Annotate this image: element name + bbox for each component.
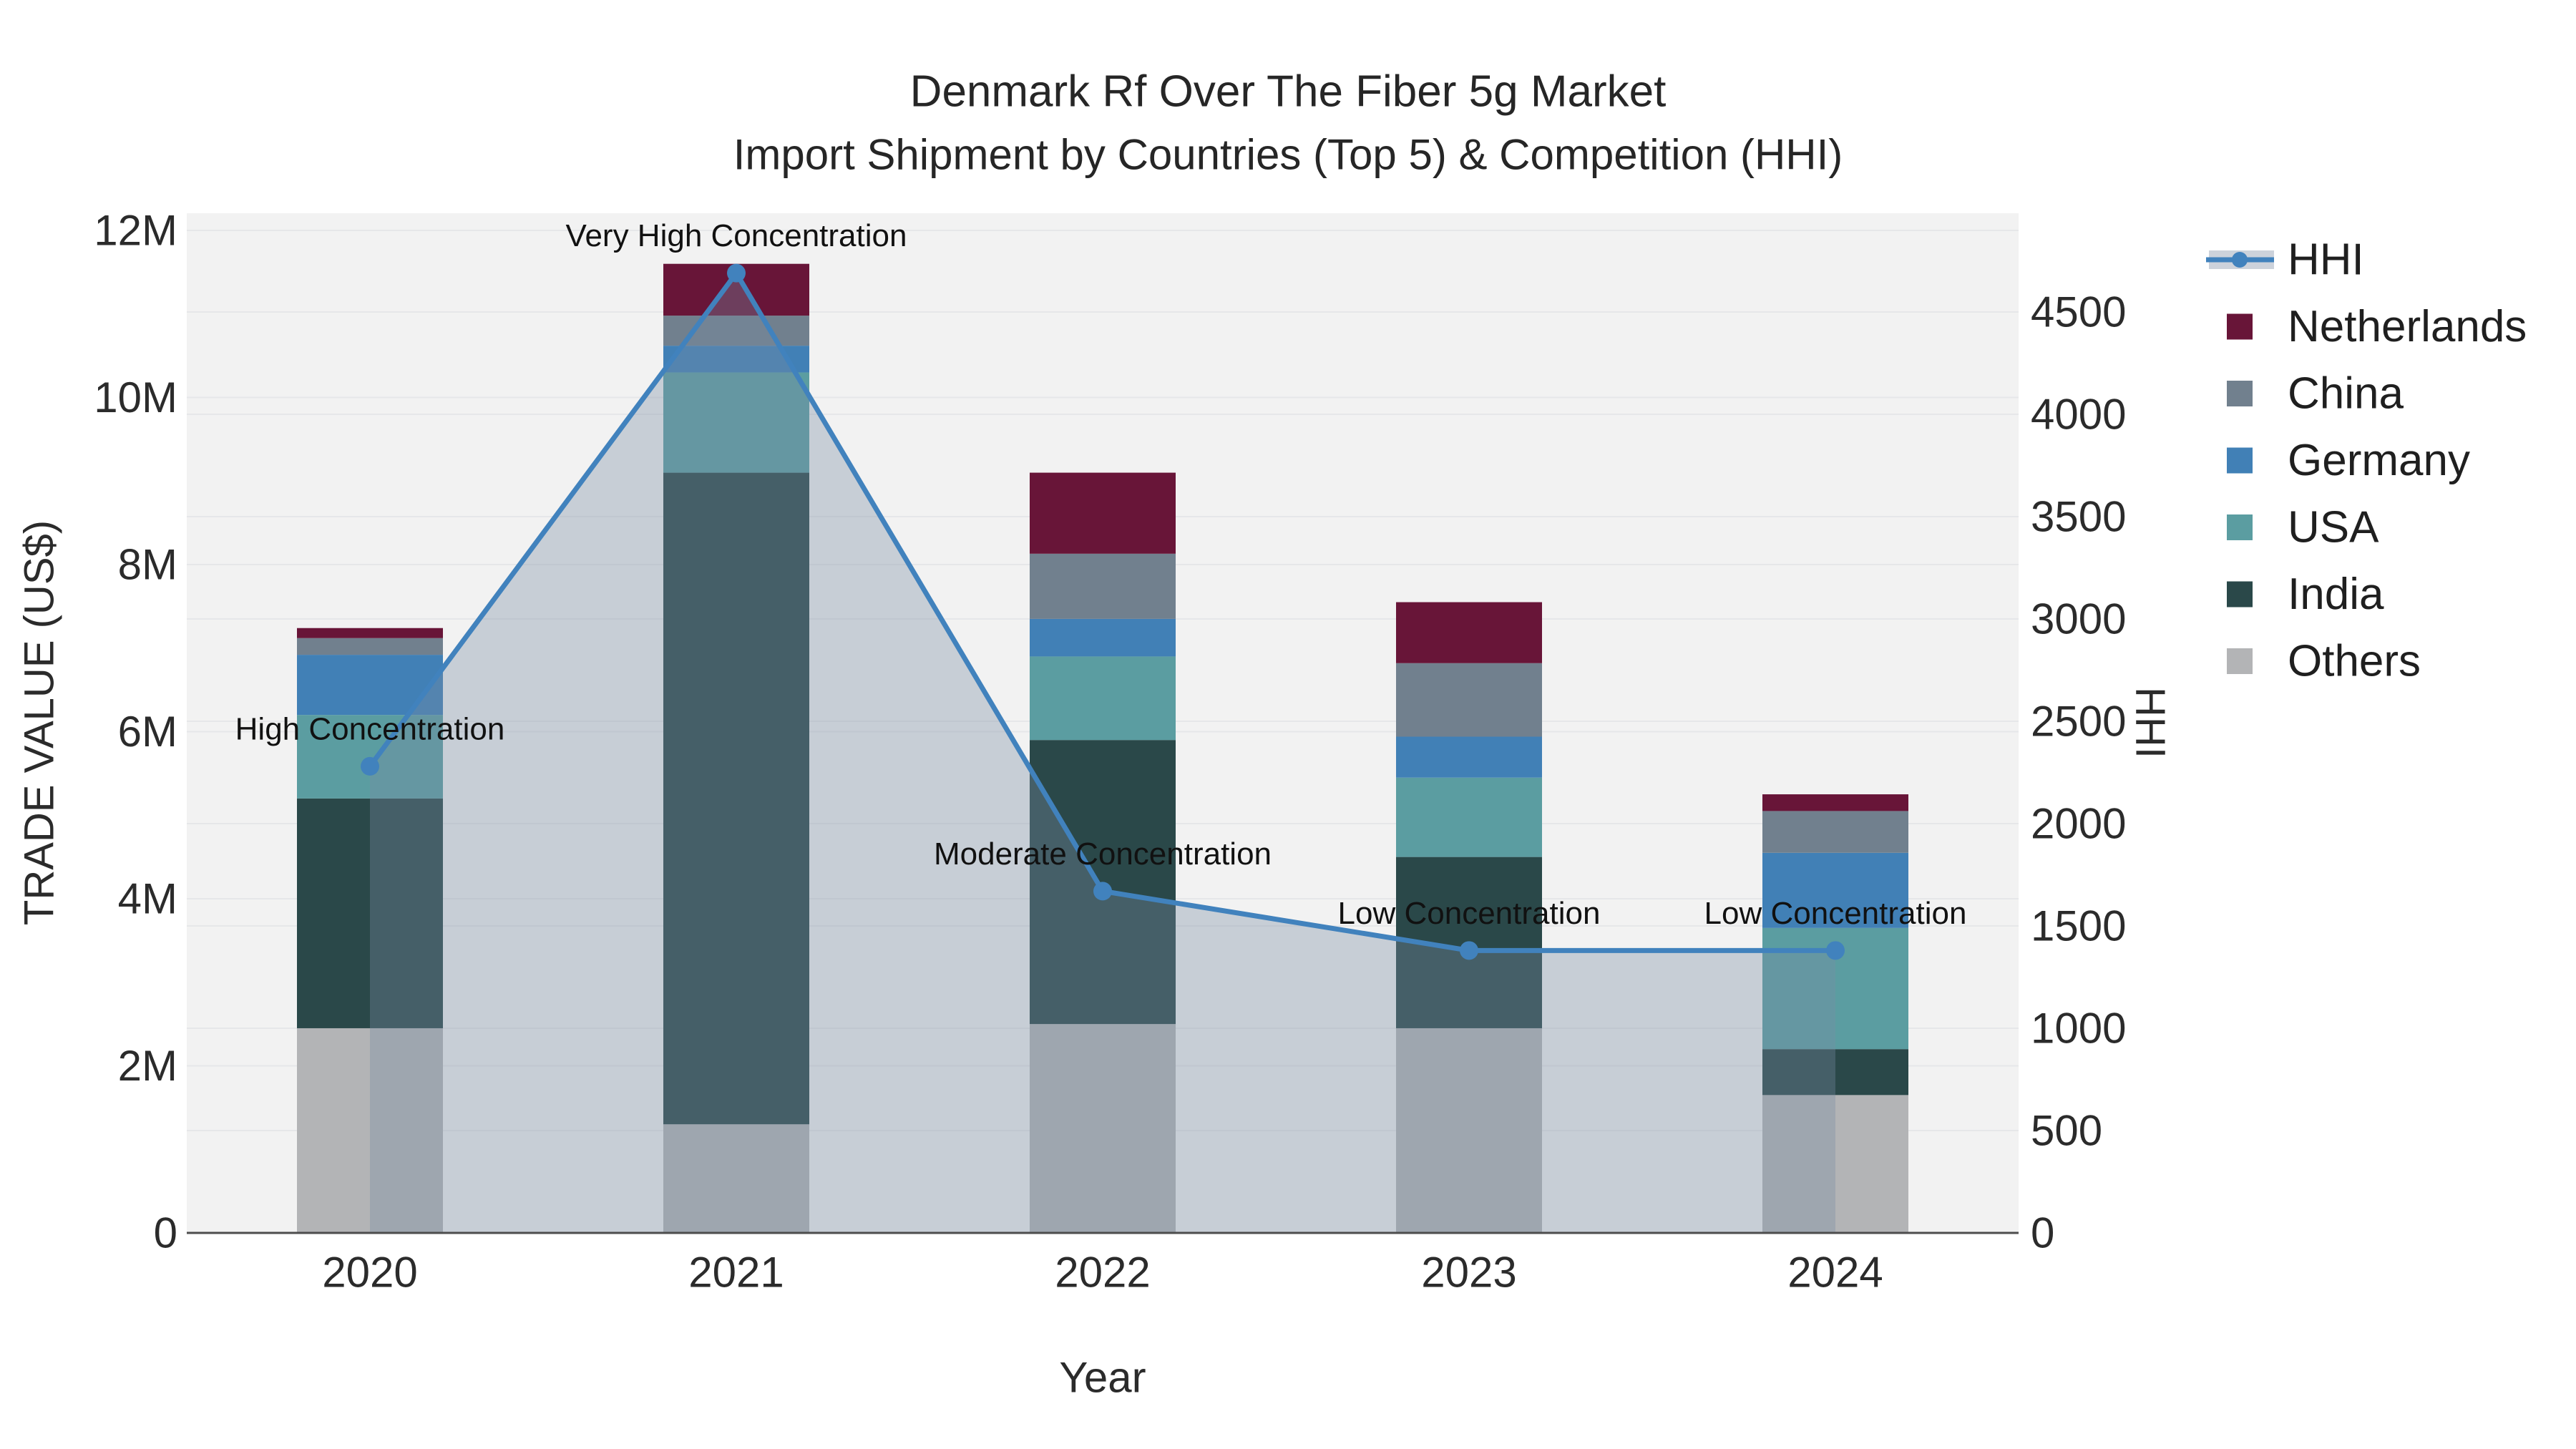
bar-segment-others-2023[interactable]: [1396, 1028, 1542, 1233]
y-right-tick-3500: 3500: [2031, 493, 2126, 541]
legend-label-hhi: HHI: [2288, 235, 2364, 285]
hhi-marker-2020[interactable]: [361, 756, 379, 776]
x-tick-2023: 2023: [1421, 1249, 1516, 1297]
legend: HHI Netherlands China Germany USA India Others: [2206, 235, 2527, 686]
hhi-area-fill: [370, 273, 1835, 1233]
x-tick-2020: 2020: [322, 1249, 417, 1297]
hhi-marker-2022[interactable]: [1093, 882, 1112, 901]
legend-swatch-china: [2227, 381, 2253, 406]
y-left-tick-4M: 4M: [118, 875, 177, 923]
bar-segment-usa-2022[interactable]: [1030, 656, 1176, 741]
legend-swatch-netherlands: [2227, 313, 2253, 340]
legend-item-netherlands[interactable]: Netherlands: [2227, 302, 2527, 351]
y-left-tick-2M: 2M: [118, 1042, 177, 1090]
legend-label-others: Others: [2288, 637, 2421, 686]
legend-swatch-usa: [2227, 514, 2253, 540]
legend-item-others[interactable]: Others: [2227, 637, 2421, 686]
bar-segment-india-2021[interactable]: [663, 472, 809, 1125]
bar-segment-india-2020[interactable]: [297, 798, 443, 1028]
y-left-axis-title: TRADE VALUE (US$): [16, 520, 63, 925]
y-right-tick-4000: 4000: [2031, 391, 2126, 439]
legend-label-china: China: [2288, 369, 2404, 419]
legend-item-germany[interactable]: Germany: [2227, 436, 2470, 485]
legend-item-china[interactable]: China: [2227, 369, 2404, 419]
y-right-tick-4500: 4500: [2031, 288, 2126, 336]
bar-segment-usa-2021[interactable]: [663, 372, 809, 473]
stacked-bars: [297, 263, 1908, 1233]
bar-segment-china-2022[interactable]: [1030, 553, 1176, 619]
legend-hhi-marker-swatch: [2232, 252, 2248, 268]
y-right-axis-title: HHI: [2127, 687, 2174, 758]
x-tick-2021: 2021: [688, 1249, 784, 1297]
legend-label-germany: Germany: [2288, 436, 2470, 485]
bar-segment-usa-2020[interactable]: [297, 715, 443, 799]
y-right-tick-0: 0: [2031, 1209, 2054, 1257]
y-right-tick-2500: 2500: [2031, 698, 2126, 746]
legend-label-india: India: [2288, 570, 2384, 619]
legend-item-india[interactable]: India: [2227, 570, 2384, 619]
y-right-tick-1000: 1000: [2031, 1005, 2126, 1053]
y-right-tick-500: 500: [2031, 1107, 2102, 1155]
x-tick-2024: 2024: [1787, 1249, 1883, 1297]
hhi-marker-2024[interactable]: [1826, 941, 1845, 960]
bar-segment-others-2021[interactable]: [663, 1124, 809, 1233]
hhi-annotations: High Concentration Very High Concentratio…: [235, 218, 1967, 931]
legend-item-usa[interactable]: USA: [2227, 503, 2379, 552]
bar-segment-others-2020[interactable]: [297, 1028, 443, 1233]
x-tick-2022: 2022: [1055, 1249, 1150, 1297]
bar-segment-others-2024[interactable]: [1762, 1095, 1908, 1233]
bar-segment-netherlands-2020[interactable]: [297, 628, 443, 638]
annotation-2022: Moderate Concentration: [934, 836, 1272, 872]
legend-swatch-germany: [2227, 447, 2253, 474]
chart-title: Denmark Rf Over The Fiber 5g Market: [910, 67, 1667, 117]
bar-segment-china-2020[interactable]: [297, 638, 443, 655]
legend-swatch-india: [2227, 581, 2253, 608]
bar-segment-others-2022[interactable]: [1030, 1024, 1176, 1233]
y-left-tick-10M: 10M: [94, 374, 177, 421]
bar-segment-netherlands-2024[interactable]: [1762, 794, 1908, 811]
y-right-tick-2000: 2000: [2031, 800, 2126, 848]
hhi-marker-2023[interactable]: [1460, 941, 1478, 960]
bar-segment-netherlands-2023[interactable]: [1396, 602, 1542, 663]
x-axis-title: Year: [1059, 1354, 1146, 1402]
y-left-tick-8M: 8M: [118, 541, 177, 589]
bar-segment-china-2024[interactable]: [1762, 811, 1908, 853]
y-left-tick-12M: 12M: [94, 207, 177, 255]
annotation-2021: Very High Concentration: [566, 218, 907, 253]
legend-label-netherlands: Netherlands: [2288, 302, 2527, 351]
hhi-marker-2021[interactable]: [727, 263, 746, 283]
annotation-2024: Low Concentration: [1704, 896, 1967, 931]
y-right-tick-1500: 1500: [2031, 902, 2126, 950]
hhi-markers: [361, 263, 1845, 960]
y-right-tick-labels: 0 500 1000 1500 2000 2500 3000 3500 4000 4500: [2031, 288, 2126, 1257]
bar-segment-usa-2023[interactable]: [1396, 777, 1542, 857]
chart-subtitle: Import Shipment by Countries (Top 5) & C…: [733, 131, 1843, 179]
legend-swatch-others: [2227, 648, 2253, 674]
y-right-tick-3000: 3000: [2031, 595, 2126, 643]
annotation-2020: High Concentration: [235, 711, 505, 746]
legend-label-usa: USA: [2288, 503, 2379, 552]
bar-segment-germany-2024[interactable]: [1762, 852, 1908, 928]
y-left-tick-labels: 0 2M 4M 6M 8M 10M 12M: [94, 207, 177, 1257]
legend-item-hhi[interactable]: HHI: [2206, 235, 2364, 285]
bar-segment-china-2023[interactable]: [1396, 663, 1542, 737]
y-left-tick-6M: 6M: [118, 708, 177, 756]
bar-segment-netherlands-2022[interactable]: [1030, 472, 1176, 554]
x-tick-labels: 2020 2021 2022 2023 2024: [322, 1249, 1883, 1297]
y-left-tick-0: 0: [154, 1209, 177, 1257]
bar-segment-india-2024[interactable]: [1762, 1049, 1908, 1096]
annotation-2023: Low Concentration: [1338, 896, 1601, 931]
bar-segment-germany-2022[interactable]: [1030, 618, 1176, 657]
bar-segment-germany-2023[interactable]: [1396, 736, 1542, 778]
